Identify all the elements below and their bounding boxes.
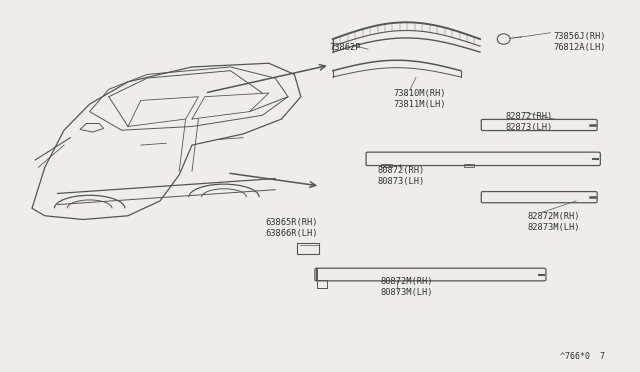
Bar <box>381 164 392 167</box>
Text: 80872M(RH)
80873M(LH): 80872M(RH) 80873M(LH) <box>381 277 433 297</box>
Text: 73862P: 73862P <box>330 43 361 52</box>
Bar <box>464 164 474 167</box>
Text: 73810M(RH)
73811M(LH): 73810M(RH) 73811M(LH) <box>394 89 446 109</box>
Text: ^766*0  7: ^766*0 7 <box>560 352 605 361</box>
Text: 73856J(RH)
76812A(LH): 73856J(RH) 76812A(LH) <box>554 32 606 52</box>
Bar <box>317 280 327 288</box>
Text: 82872M(RH)
82873M(LH): 82872M(RH) 82873M(LH) <box>528 212 580 232</box>
Bar <box>297 243 319 254</box>
Text: 80872(RH)
80873(LH): 80872(RH) 80873(LH) <box>378 166 425 186</box>
Text: 63865R(RH)
63866R(LH): 63865R(RH) 63866R(LH) <box>266 218 318 238</box>
Text: 82872(RH)
82873(LH): 82872(RH) 82873(LH) <box>506 112 553 132</box>
